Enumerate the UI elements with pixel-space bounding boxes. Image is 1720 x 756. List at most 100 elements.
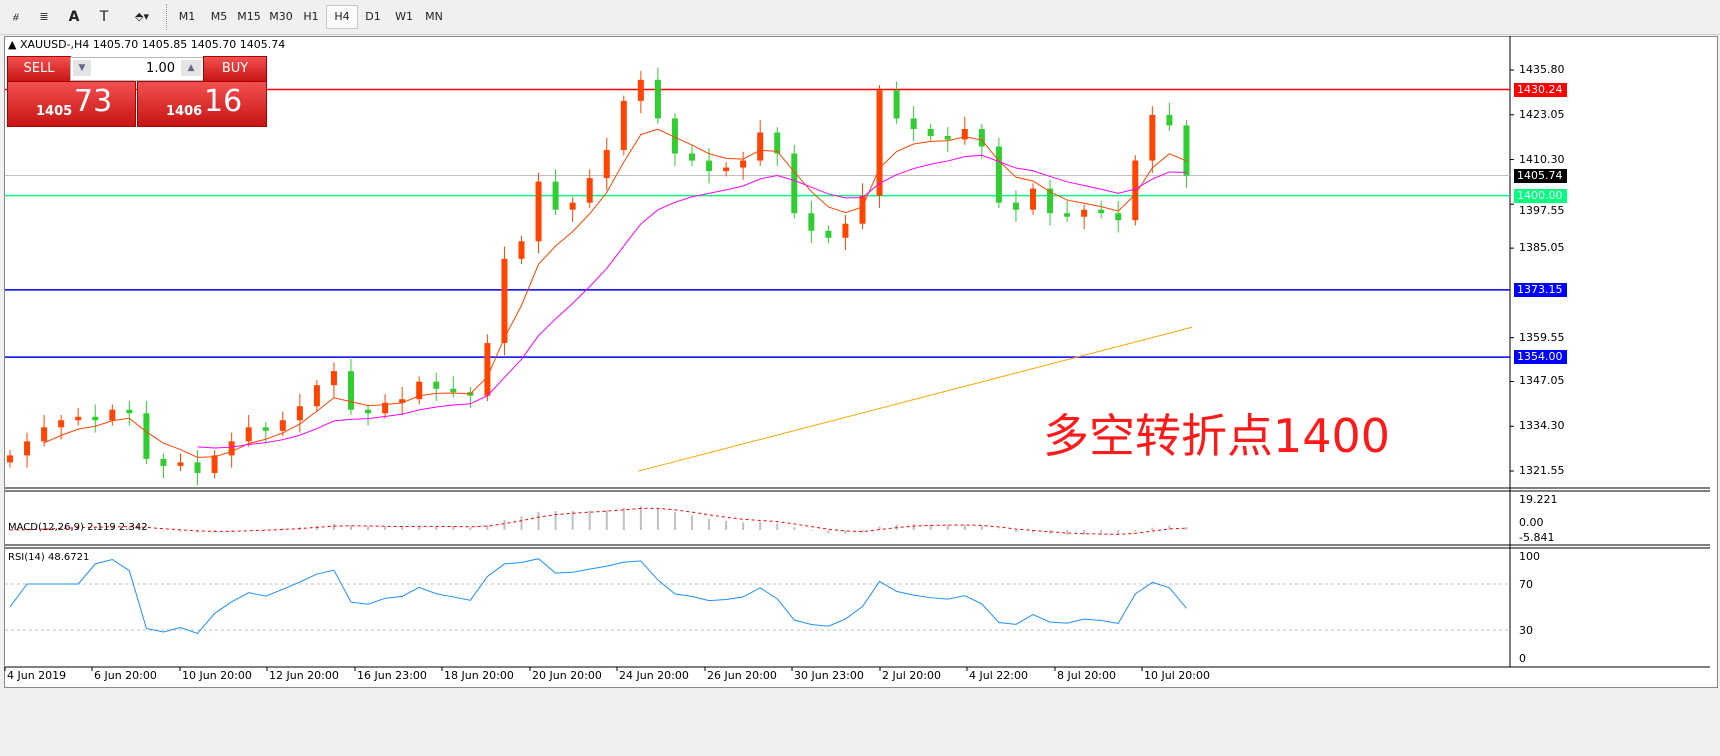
time-axis-label: 2 Jul 20:00 — [882, 669, 941, 682]
candle-body — [245, 427, 252, 442]
time-axis-label: 18 Jun 20:00 — [444, 669, 514, 682]
timeframe-m30[interactable]: M30 — [269, 10, 293, 23]
timeframe-w1[interactable]: W1 — [395, 10, 413, 23]
level-price-tag: 1400.00 — [1514, 188, 1567, 203]
level-price-tag: 1373.15 — [1514, 282, 1567, 297]
symbol-ohlc: XAUUSD-,H4 1405.70 1405.85 1405.70 1405.… — [19, 38, 286, 51]
sell-price-button[interactable]: 1405 73 — [7, 81, 136, 127]
buy-button[interactable]: BUY — [203, 56, 267, 82]
candle-body — [262, 427, 269, 431]
candle-body — [978, 128, 985, 147]
candle-body — [706, 160, 713, 172]
expert-lines-icon[interactable]: ⧣ — [12, 10, 20, 23]
arrows-dropdown-icon[interactable]: ⬘▾ — [135, 10, 149, 23]
toolbar-separator — [166, 4, 169, 30]
macd-axis-zero: 0.00 — [1519, 516, 1544, 529]
candle-body — [109, 409, 116, 421]
candle-body — [143, 413, 150, 459]
candle-body — [177, 462, 184, 466]
candle-body — [58, 420, 65, 428]
sell-button[interactable]: SELL — [7, 56, 71, 82]
lot-decrease-button[interactable]: ▼ — [73, 60, 91, 76]
price-axis-label: 1334.30 — [1519, 419, 1565, 433]
timeframe-m5[interactable]: M5 — [210, 10, 228, 23]
chart-window[interactable] — [4, 36, 1718, 688]
price-axis-label: 1385.05 — [1519, 241, 1565, 255]
candle-body — [1115, 213, 1122, 221]
candle-body — [518, 241, 525, 259]
sell-price-major: 1405 — [36, 104, 73, 119]
time-axis-label: 6 Jun 20:00 — [94, 669, 157, 682]
candle-body — [313, 385, 320, 407]
candle-body — [365, 409, 372, 414]
candle-body — [1047, 188, 1054, 214]
candle-body — [842, 223, 849, 238]
timeframe-mn[interactable]: MN — [425, 10, 443, 23]
candle-body — [126, 409, 133, 414]
lot-size-field[interactable]: ▼ 1.00 ▲ — [70, 57, 204, 81]
macd-label: MACD(12,26,9) 2.119 2.342 — [8, 522, 148, 533]
price-axis-label: 1397.55 — [1519, 203, 1565, 217]
macd-signal-line — [9, 507, 1187, 535]
timeframe-m15[interactable]: M15 — [237, 10, 261, 23]
timeframe-d1[interactable]: D1 — [365, 10, 381, 23]
time-axis-label: 20 Jun 20:00 — [532, 669, 602, 682]
candle-body — [620, 100, 627, 151]
text-label-icon[interactable]: T — [99, 9, 109, 25]
candle-body — [535, 181, 542, 242]
candle-body — [586, 178, 593, 203]
time-axis-label: 26 Jun 20:00 — [707, 669, 777, 682]
candle-body — [791, 153, 798, 214]
timeframe-h1[interactable]: H1 — [303, 10, 319, 23]
price-axis-label: 1410.30 — [1519, 152, 1565, 166]
candle-body — [910, 118, 917, 129]
candle-body — [859, 195, 866, 224]
time-axis-label: 12 Jun 20:00 — [269, 669, 339, 682]
lot-increase-button[interactable]: ▲ — [181, 60, 201, 76]
fibonacci-icon[interactable]: ≣ — [39, 10, 49, 23]
price-axis-label: 1423.05 — [1519, 107, 1565, 121]
candle-body — [552, 181, 559, 210]
rsi-label: RSI(14) 48.6721 — [8, 552, 90, 563]
candle-body — [944, 135, 951, 140]
candle-body — [1166, 114, 1173, 126]
timeframe-h4[interactable]: H4 — [326, 5, 358, 29]
candle-body — [416, 381, 423, 400]
price-axis-label: 1359.55 — [1519, 330, 1565, 344]
candle-body — [825, 230, 832, 238]
ma-fast-line — [43, 128, 1187, 458]
candle-body — [961, 128, 968, 140]
time-axis-label: 4 Jun 2019 — [7, 669, 67, 682]
candle-body — [1132, 160, 1139, 221]
candle-body — [75, 416, 82, 421]
text-tool-icon[interactable]: A — [68, 9, 80, 25]
toolbar: ⧣ ≣ A T ⬘▾ M1 M5 M15 M30 H1 H4 D1 W1 MN — [0, 0, 1720, 35]
timeframe-m1[interactable]: M1 — [178, 10, 196, 23]
time-axis-label: 30 Jun 23:00 — [794, 669, 864, 682]
candle-body — [757, 132, 764, 161]
macd-axis-max: 19.221 — [1519, 493, 1558, 506]
candle-body — [399, 399, 406, 403]
candle-body — [296, 406, 303, 421]
time-axis-label: 4 Jul 22:00 — [969, 669, 1028, 682]
candle-body — [740, 160, 747, 168]
lot-value[interactable]: 1.00 — [146, 61, 175, 76]
candle-body — [228, 441, 235, 456]
rsi-axis-100: 100 — [1519, 550, 1540, 563]
candle-body — [995, 146, 1002, 203]
candle-body — [24, 441, 31, 456]
time-axis-label: 10 Jun 20:00 — [182, 669, 252, 682]
ma-mid-line — [197, 154, 1187, 449]
candle-body — [194, 462, 201, 473]
annotation-text: 多空转折点1400 — [1043, 409, 1391, 463]
candle-body — [211, 455, 218, 473]
buy-price-button[interactable]: 1406 16 — [137, 81, 267, 127]
candle-body — [484, 343, 491, 396]
price-axis-label: 1435.80 — [1519, 63, 1565, 76]
price-axis-label: 1347.05 — [1519, 374, 1565, 388]
candle-body — [1183, 125, 1190, 176]
candle-body — [1030, 188, 1036, 210]
rsi-axis-30: 30 — [1519, 624, 1533, 637]
rsi-axis-0: 0 — [1519, 652, 1526, 665]
chart-header: ▲ XAUUSD-,H4 1405.70 1405.85 1405.70 140… — [8, 38, 286, 51]
